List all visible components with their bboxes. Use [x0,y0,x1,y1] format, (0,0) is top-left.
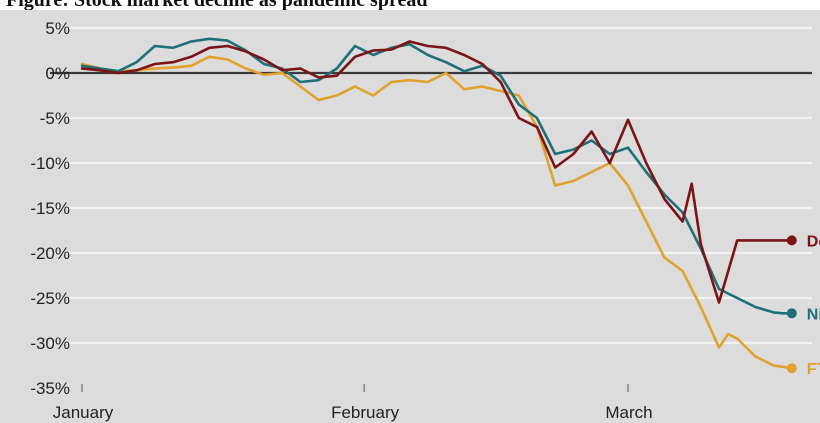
y-tick-label: -20% [30,244,70,263]
x-tick-label: February [331,403,400,422]
grid [50,26,812,345]
x-tick-label: January [53,403,114,422]
end-labels: Dow Jones -19% Nikkei -27% FTSE -33% [786,233,820,378]
end-label-dow-jones: Dow Jones -19% [807,233,820,250]
y-tick-label: -30% [30,334,70,353]
end-marker-nikkei [786,308,797,319]
series-line-dow-jones [80,40,794,304]
end-marker-dow-jones [786,235,797,246]
chart-title: Figure: Stock market decline as pandemic… [6,0,427,10]
y-axis: 5% 0% -5% -10% -15% -20% -25% -30% -35% [30,19,70,398]
y-tick-label: -35% [30,379,70,398]
series-line-nikkei [80,37,794,315]
x-axis: January February March [53,384,653,422]
end-label-nikkei: Nikkei -27% [807,306,820,323]
x-tick-label: March [605,403,652,422]
y-tick-label: -5% [40,109,70,128]
title-strip: Figure: Stock market decline as pandemic… [0,0,820,10]
series-line-ftse [80,55,794,370]
series-lines [80,37,794,370]
end-label-ftse: FTSE -33% [807,361,820,378]
y-tick-label: -10% [30,154,70,173]
y-tick-label: -25% [30,289,70,308]
y-tick-label: -15% [30,199,70,218]
y-tick-label: 5% [45,19,70,38]
y-tick-label: 0% [45,64,70,83]
end-marker-ftse [786,363,797,374]
